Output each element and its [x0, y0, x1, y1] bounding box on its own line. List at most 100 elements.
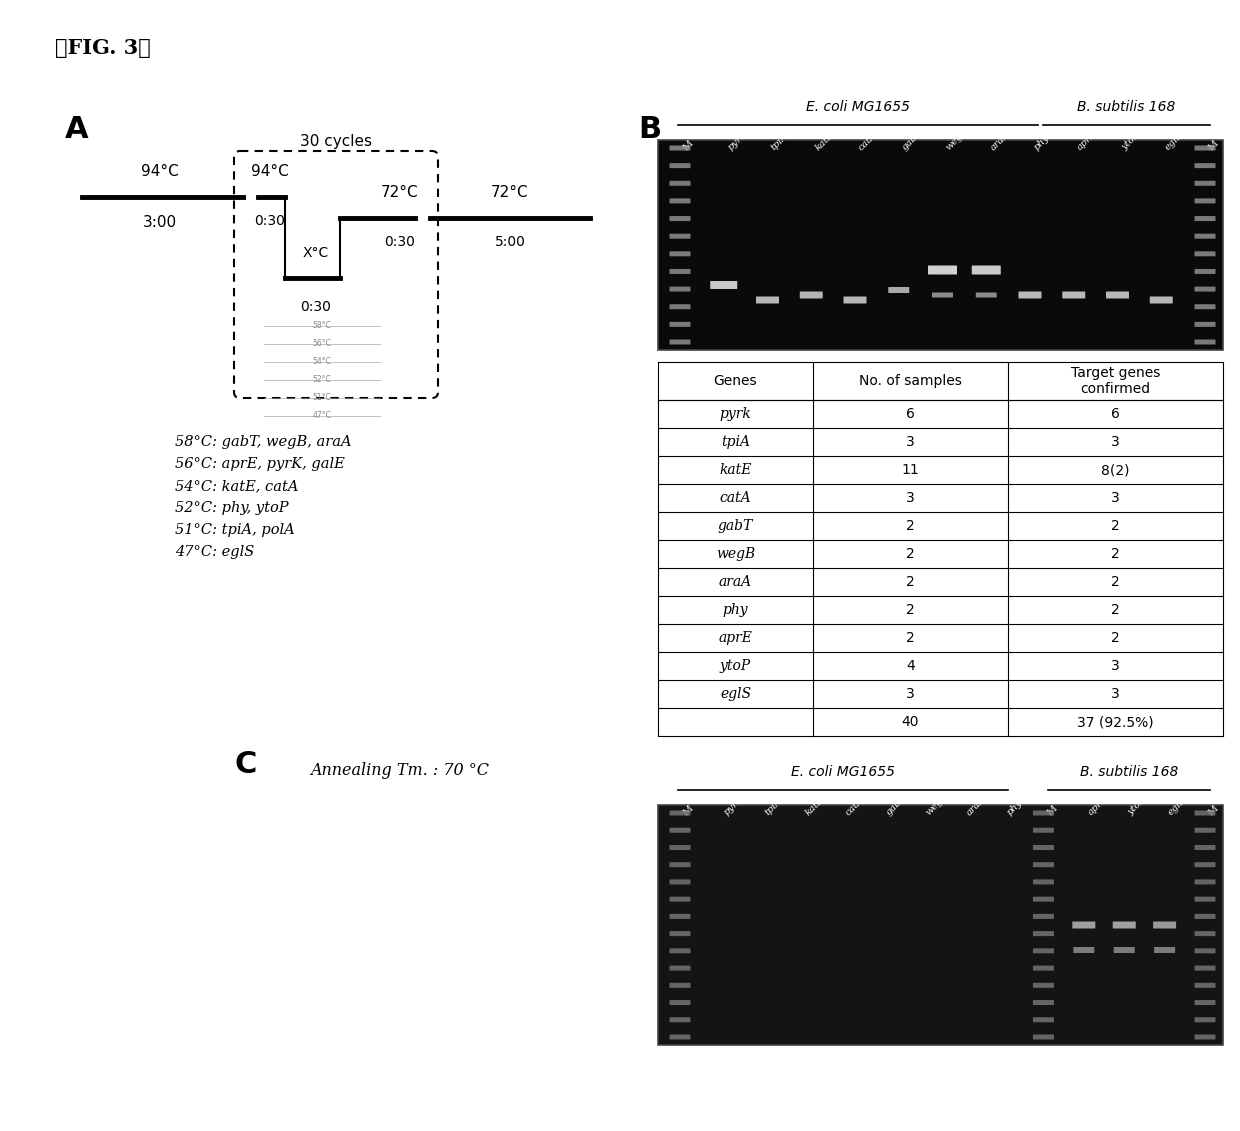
FancyBboxPatch shape	[1194, 163, 1215, 169]
Text: gabT: gabT	[884, 793, 908, 817]
Text: phy: phy	[723, 603, 748, 618]
Text: M: M	[682, 138, 696, 152]
FancyBboxPatch shape	[670, 322, 691, 327]
FancyBboxPatch shape	[1194, 216, 1215, 221]
Text: phy: phy	[1032, 133, 1052, 152]
FancyBboxPatch shape	[1149, 296, 1173, 303]
FancyBboxPatch shape	[1073, 922, 1095, 929]
Text: 52°C: 52°C	[312, 375, 331, 385]
FancyBboxPatch shape	[670, 880, 691, 884]
Text: B. subtilis 168: B. subtilis 168	[1076, 100, 1176, 114]
Text: ytoP: ytoP	[1120, 130, 1141, 152]
Text: No. of samples: No. of samples	[859, 374, 962, 388]
Text: aprE: aprE	[718, 631, 753, 645]
Text: 47°C: eglS: 47°C: eglS	[175, 545, 254, 559]
Text: 0:30: 0:30	[300, 300, 331, 314]
FancyBboxPatch shape	[670, 163, 691, 169]
Text: 37 (92.5%): 37 (92.5%)	[1078, 715, 1153, 729]
FancyBboxPatch shape	[928, 266, 957, 275]
FancyBboxPatch shape	[670, 304, 691, 309]
Text: Target genes
confirmed: Target genes confirmed	[1071, 366, 1161, 396]
FancyBboxPatch shape	[1033, 931, 1054, 936]
FancyBboxPatch shape	[1194, 983, 1215, 987]
Text: E. coli MG1655: E. coli MG1655	[806, 100, 910, 114]
FancyBboxPatch shape	[976, 293, 997, 297]
FancyBboxPatch shape	[1112, 922, 1136, 929]
Text: 72°C: 72°C	[491, 185, 528, 200]
FancyBboxPatch shape	[1194, 897, 1215, 901]
Text: M: M	[1045, 803, 1059, 817]
Text: B. subtilis 168: B. subtilis 168	[1080, 765, 1178, 779]
Text: Genes: Genes	[714, 374, 758, 388]
Text: 4: 4	[906, 659, 915, 673]
FancyBboxPatch shape	[1194, 146, 1215, 150]
Text: C: C	[236, 750, 258, 779]
Text: gabT: gabT	[900, 128, 925, 152]
Text: Annealing Tm. : 70 °C: Annealing Tm. : 70 °C	[310, 762, 489, 779]
FancyBboxPatch shape	[670, 286, 691, 292]
Text: eglS: eglS	[1167, 795, 1188, 817]
Text: 51°C: tpiA, polA: 51°C: tpiA, polA	[175, 523, 295, 537]
Text: catA: catA	[719, 491, 751, 506]
FancyBboxPatch shape	[756, 296, 779, 303]
Text: 2: 2	[906, 603, 915, 618]
Text: 3: 3	[1111, 687, 1120, 701]
Text: katE: katE	[804, 795, 826, 817]
Text: 2: 2	[1111, 603, 1120, 618]
FancyBboxPatch shape	[670, 269, 691, 274]
Text: wegB: wegB	[924, 792, 950, 817]
Text: 2: 2	[906, 575, 915, 589]
FancyBboxPatch shape	[800, 292, 823, 299]
FancyBboxPatch shape	[1194, 286, 1215, 292]
FancyBboxPatch shape	[670, 1017, 691, 1022]
Text: eglS: eglS	[720, 687, 751, 701]
Text: 54°C: 54°C	[312, 357, 331, 366]
FancyBboxPatch shape	[670, 181, 691, 185]
Text: M: M	[1207, 803, 1220, 817]
FancyBboxPatch shape	[670, 216, 691, 221]
FancyBboxPatch shape	[670, 251, 691, 257]
FancyBboxPatch shape	[1194, 845, 1215, 851]
Text: 94°C: 94°C	[141, 164, 179, 179]
Text: catA: catA	[857, 130, 879, 152]
FancyBboxPatch shape	[1194, 181, 1215, 185]
FancyBboxPatch shape	[670, 198, 691, 204]
Bar	[658, 805, 1223, 1045]
Text: tpiA: tpiA	[770, 131, 790, 152]
FancyBboxPatch shape	[670, 845, 691, 851]
Text: catA: catA	[843, 795, 866, 817]
FancyBboxPatch shape	[1154, 947, 1176, 953]
Text: araA: araA	[965, 794, 987, 817]
FancyBboxPatch shape	[1194, 966, 1215, 970]
Text: 2: 2	[1111, 575, 1120, 589]
FancyBboxPatch shape	[932, 293, 954, 297]
FancyBboxPatch shape	[670, 949, 691, 953]
FancyBboxPatch shape	[1033, 1017, 1054, 1022]
FancyBboxPatch shape	[670, 914, 691, 918]
Text: 8(2): 8(2)	[1101, 463, 1130, 477]
FancyBboxPatch shape	[711, 280, 738, 290]
FancyBboxPatch shape	[670, 1000, 691, 1005]
Text: katE: katE	[719, 463, 751, 477]
Text: 3: 3	[906, 435, 915, 449]
FancyBboxPatch shape	[670, 966, 691, 970]
FancyBboxPatch shape	[1114, 947, 1135, 953]
Text: wegB: wegB	[715, 547, 755, 561]
FancyBboxPatch shape	[1074, 947, 1095, 953]
FancyBboxPatch shape	[1153, 922, 1176, 929]
Text: tpiA: tpiA	[763, 796, 784, 817]
FancyBboxPatch shape	[670, 931, 691, 936]
Text: 6: 6	[906, 407, 915, 421]
Text: 72°C: 72°C	[381, 185, 419, 200]
FancyBboxPatch shape	[670, 234, 691, 239]
Text: 30 cycles: 30 cycles	[300, 133, 372, 149]
FancyBboxPatch shape	[1194, 931, 1215, 936]
Text: 94°C: 94°C	[252, 164, 289, 179]
FancyBboxPatch shape	[670, 862, 691, 867]
Text: 58°C: 58°C	[312, 321, 331, 330]
FancyBboxPatch shape	[1033, 1000, 1054, 1005]
Text: 』FIG. 3』: 』FIG. 3』	[55, 38, 151, 58]
FancyBboxPatch shape	[670, 339, 691, 345]
FancyBboxPatch shape	[1033, 914, 1054, 918]
Text: 3: 3	[1111, 491, 1120, 506]
